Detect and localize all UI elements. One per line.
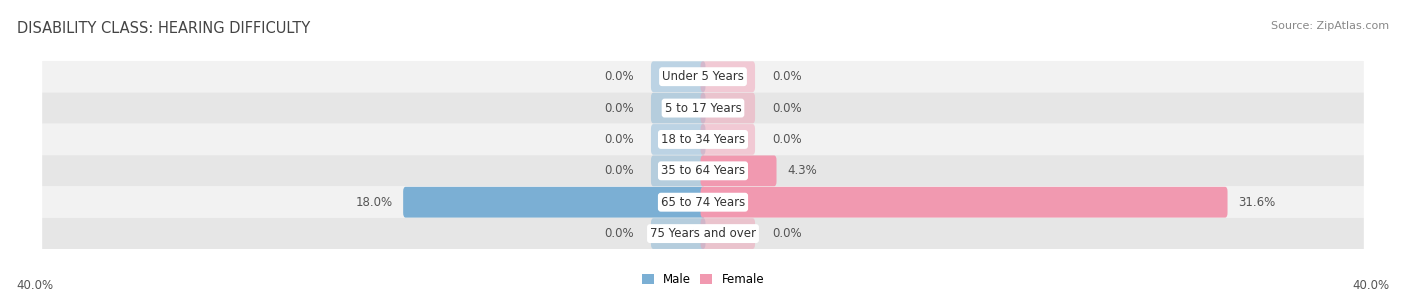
Text: 65 to 74 Years: 65 to 74 Years xyxy=(661,196,745,209)
Text: 18.0%: 18.0% xyxy=(356,196,392,209)
Text: 0.0%: 0.0% xyxy=(605,133,634,146)
Text: DISABILITY CLASS: HEARING DIFFICULTY: DISABILITY CLASS: HEARING DIFFICULTY xyxy=(17,21,311,36)
Text: 0.0%: 0.0% xyxy=(605,227,634,240)
FancyBboxPatch shape xyxy=(42,61,1364,92)
Text: 0.0%: 0.0% xyxy=(605,164,634,177)
Text: 0.0%: 0.0% xyxy=(772,102,801,115)
FancyBboxPatch shape xyxy=(700,155,776,186)
FancyBboxPatch shape xyxy=(42,187,1364,218)
Legend: Male, Female: Male, Female xyxy=(641,273,765,286)
FancyBboxPatch shape xyxy=(651,93,706,123)
FancyBboxPatch shape xyxy=(404,187,706,218)
Text: 0.0%: 0.0% xyxy=(605,102,634,115)
FancyBboxPatch shape xyxy=(42,92,1364,124)
FancyBboxPatch shape xyxy=(42,124,1364,155)
FancyBboxPatch shape xyxy=(651,218,706,249)
Text: 40.0%: 40.0% xyxy=(17,279,53,292)
Text: 40.0%: 40.0% xyxy=(1353,279,1389,292)
FancyBboxPatch shape xyxy=(651,61,706,92)
FancyBboxPatch shape xyxy=(700,187,1227,218)
Text: 35 to 64 Years: 35 to 64 Years xyxy=(661,164,745,177)
Text: 4.3%: 4.3% xyxy=(787,164,817,177)
FancyBboxPatch shape xyxy=(700,124,755,155)
Text: 0.0%: 0.0% xyxy=(772,133,801,146)
Text: 31.6%: 31.6% xyxy=(1239,196,1275,209)
Text: 5 to 17 Years: 5 to 17 Years xyxy=(665,102,741,115)
Text: Source: ZipAtlas.com: Source: ZipAtlas.com xyxy=(1271,21,1389,31)
Text: 0.0%: 0.0% xyxy=(605,70,634,83)
FancyBboxPatch shape xyxy=(651,155,706,186)
FancyBboxPatch shape xyxy=(700,218,755,249)
FancyBboxPatch shape xyxy=(700,93,755,123)
Text: 18 to 34 Years: 18 to 34 Years xyxy=(661,133,745,146)
Text: Under 5 Years: Under 5 Years xyxy=(662,70,744,83)
Text: 0.0%: 0.0% xyxy=(772,70,801,83)
FancyBboxPatch shape xyxy=(42,218,1364,249)
FancyBboxPatch shape xyxy=(651,124,706,155)
Text: 75 Years and over: 75 Years and over xyxy=(650,227,756,240)
FancyBboxPatch shape xyxy=(42,155,1364,187)
Text: 0.0%: 0.0% xyxy=(772,227,801,240)
FancyBboxPatch shape xyxy=(700,61,755,92)
